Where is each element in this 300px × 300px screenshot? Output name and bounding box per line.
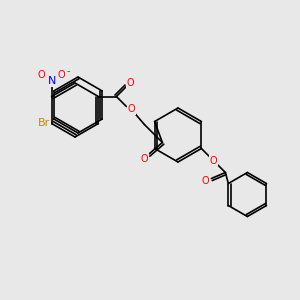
Text: O: O [210,155,217,166]
Text: O: O [202,176,209,185]
Text: O: O [128,104,135,115]
Text: O: O [141,154,148,164]
Text: O: O [38,70,45,80]
Text: Br: Br [38,118,50,128]
Text: -: - [67,67,70,76]
Text: O: O [127,77,134,88]
Text: N: N [47,76,56,85]
Text: O: O [58,70,65,80]
